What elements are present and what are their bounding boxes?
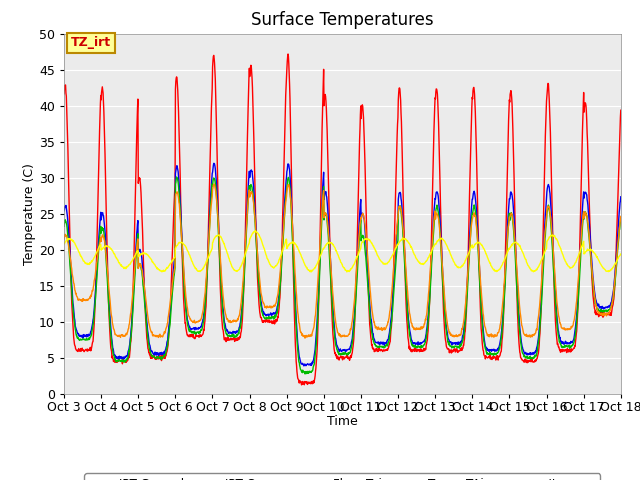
Floor Tair <box>170 272 178 277</box>
IRT Canopy <box>184 318 191 324</box>
X-axis label: Time: Time <box>327 415 358 428</box>
Legend: IRT Ground, IRT Canopy, Floor Tair, Tower TAir, TsoilD_2cm: IRT Ground, IRT Canopy, Floor Tair, Towe… <box>84 473 600 480</box>
Tower TAir <box>246 190 254 196</box>
IRT Canopy <box>60 208 68 214</box>
Floor Tair <box>184 324 192 330</box>
TsoilD_2cm <box>252 228 259 234</box>
IRT Canopy <box>246 168 254 174</box>
IRT Ground <box>298 382 305 388</box>
IRT Canopy <box>502 249 510 255</box>
TsoilD_2cm <box>343 269 351 275</box>
IRT Canopy <box>300 363 308 369</box>
Line: IRT Ground: IRT Ground <box>64 54 621 385</box>
IRT Ground <box>284 51 292 57</box>
Tower TAir <box>502 250 510 255</box>
IRT Ground <box>617 108 625 113</box>
IRT Ground <box>60 91 68 96</box>
Line: TsoilD_2cm: TsoilD_2cm <box>64 231 621 272</box>
Tower TAir <box>170 267 178 273</box>
Tower TAir <box>184 309 191 314</box>
IRT Ground <box>246 69 254 75</box>
IRT Canopy <box>170 256 178 262</box>
TsoilD_2cm <box>502 252 510 258</box>
Tower TAir <box>211 181 218 187</box>
Tower TAir <box>617 214 625 219</box>
IRT Ground <box>552 318 559 324</box>
Floor Tair <box>173 174 180 180</box>
TsoilD_2cm <box>170 255 178 261</box>
IRT Canopy <box>617 194 625 200</box>
IRT Canopy <box>552 291 559 297</box>
IRT Ground <box>170 196 178 202</box>
Tower TAir <box>301 335 309 341</box>
Line: Tower TAir: Tower TAir <box>64 184 621 338</box>
Floor Tair <box>60 223 68 229</box>
TsoilD_2cm <box>617 251 625 257</box>
TsoilD_2cm <box>184 248 191 254</box>
TsoilD_2cm <box>246 236 254 241</box>
Y-axis label: Temperature (C): Temperature (C) <box>23 163 36 264</box>
Floor Tair <box>502 259 510 264</box>
TsoilD_2cm <box>429 244 437 250</box>
IRT Ground <box>502 215 510 221</box>
TsoilD_2cm <box>552 235 559 240</box>
Floor Tair <box>617 216 625 221</box>
Text: TZ_irt: TZ_irt <box>71 36 111 49</box>
Tower TAir <box>60 237 68 242</box>
Line: IRT Canopy: IRT Canopy <box>64 163 621 366</box>
IRT Ground <box>184 332 191 338</box>
Floor Tair <box>552 300 559 305</box>
Tower TAir <box>552 279 559 285</box>
IRT Canopy <box>210 160 218 166</box>
Tower TAir <box>429 222 437 228</box>
IRT Canopy <box>429 214 437 220</box>
Floor Tair <box>301 371 309 377</box>
Line: Floor Tair: Floor Tair <box>64 177 621 374</box>
Title: Surface Temperatures: Surface Temperatures <box>251 11 434 29</box>
Floor Tair <box>246 183 254 189</box>
TsoilD_2cm <box>60 241 68 247</box>
Floor Tair <box>429 230 437 236</box>
IRT Ground <box>429 145 437 151</box>
